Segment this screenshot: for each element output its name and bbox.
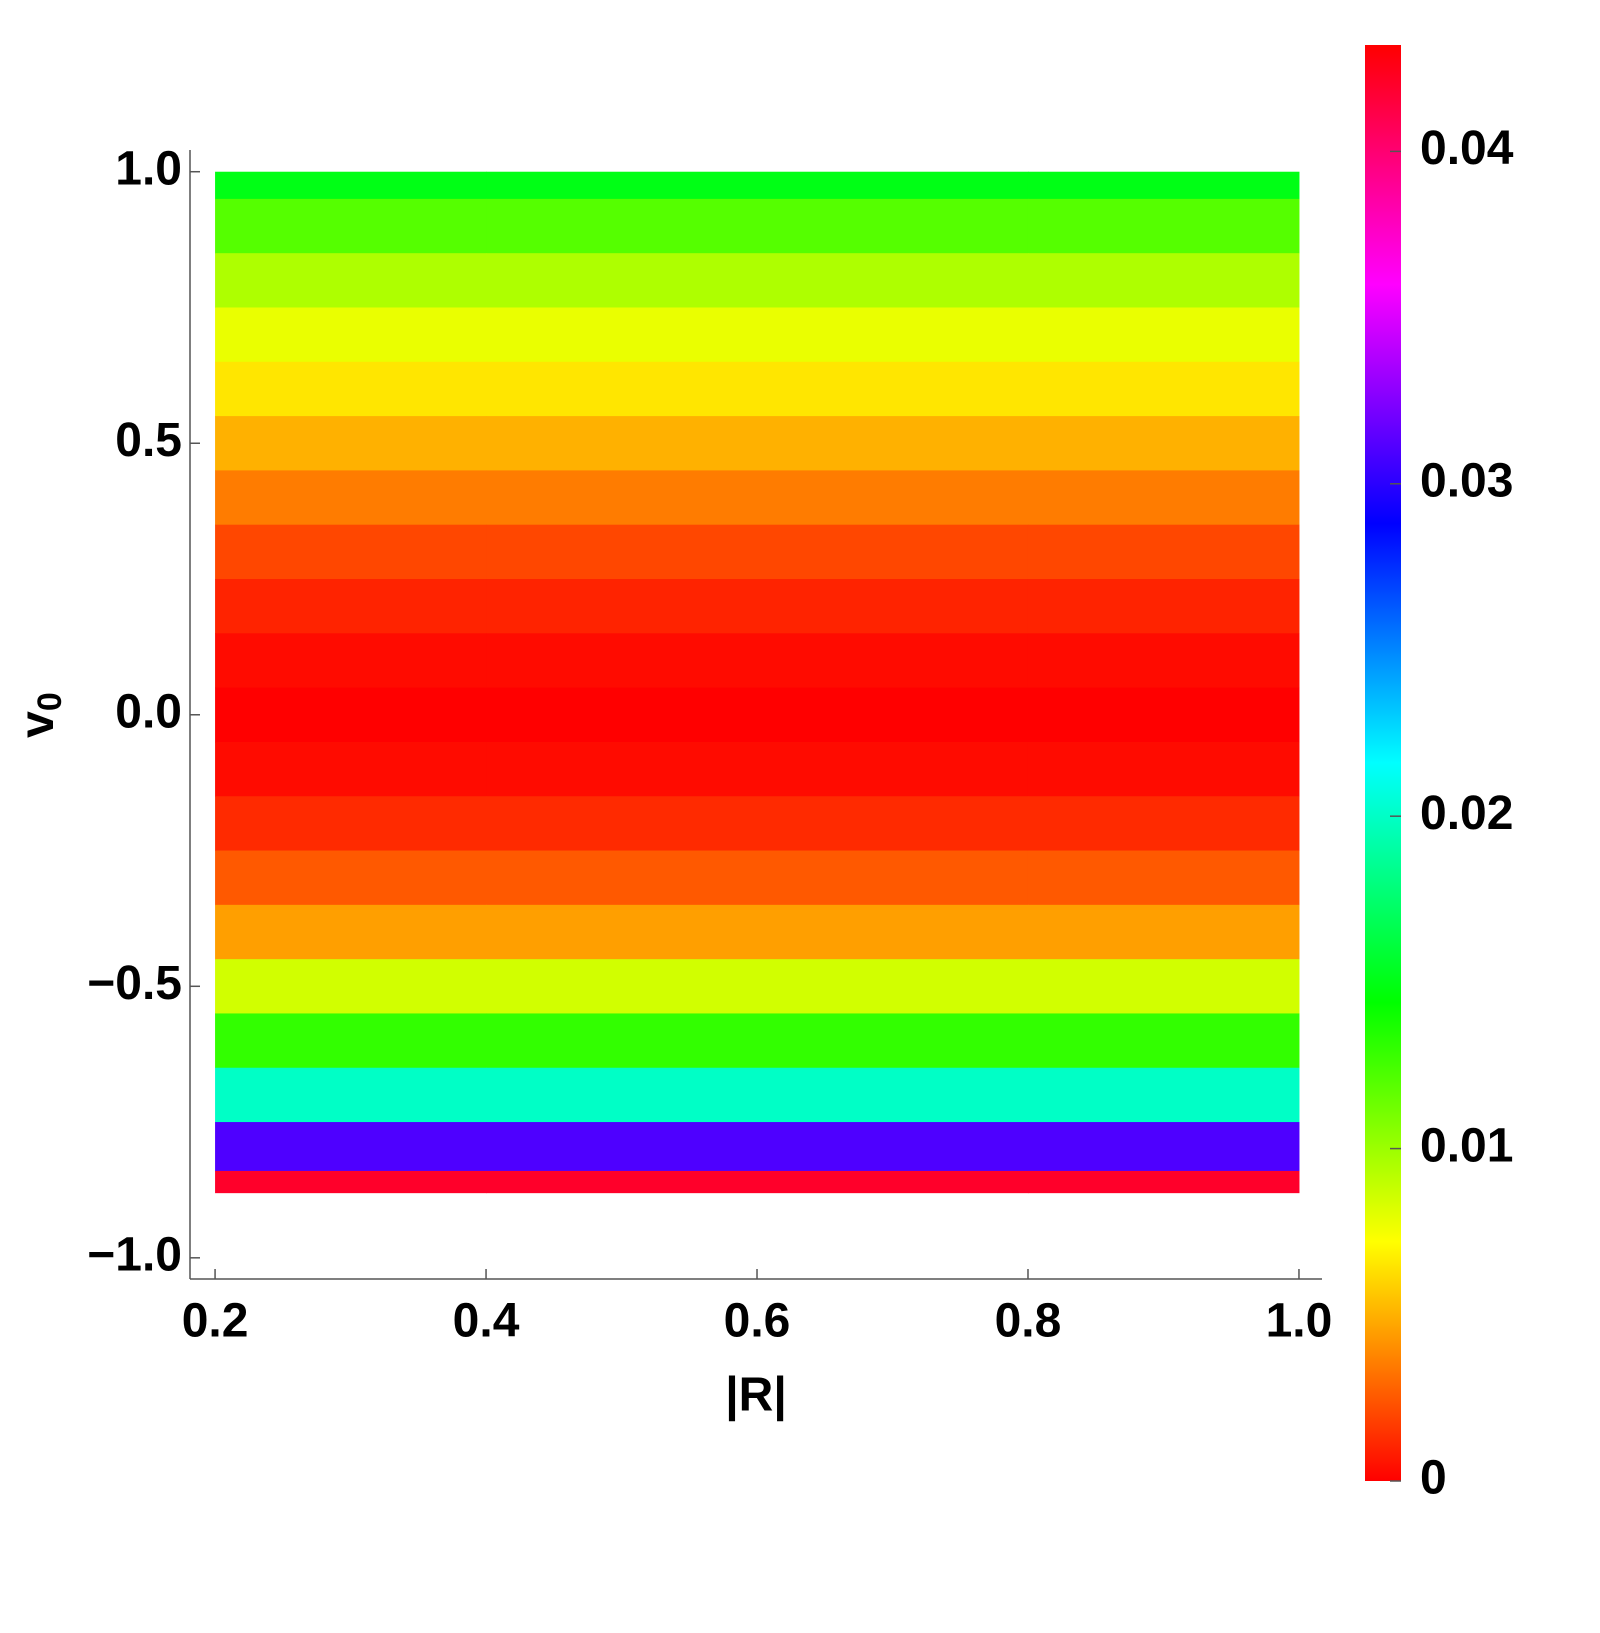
- heat-cell: [215, 959, 487, 1014]
- heat-cell: [215, 850, 487, 906]
- heat-cell: [1027, 1067, 1300, 1123]
- y-tick-label: −0.5: [87, 957, 182, 1010]
- heat-cell: [1027, 633, 1300, 689]
- heat-cell: [1027, 741, 1300, 797]
- heat-cell: [486, 1067, 1029, 1123]
- colorbar: [1365, 45, 1401, 1481]
- heat-cell: [1027, 904, 1300, 960]
- heat-cell: [486, 1013, 1029, 1069]
- heat-cell: [486, 253, 1029, 308]
- heat-cell: [486, 796, 1029, 852]
- colorbar-tick-label: 0.01: [1420, 1119, 1513, 1172]
- heat-cell: [1027, 524, 1300, 580]
- y-label-sub: 0: [31, 692, 69, 711]
- heat-cell: [215, 307, 487, 363]
- heat-cell: [486, 633, 1029, 689]
- heat-cell: [215, 1067, 487, 1123]
- heat-cell: [1027, 959, 1300, 1014]
- heat-cell: [1027, 253, 1300, 308]
- y-label-main: v: [11, 711, 64, 738]
- heat-cell: [215, 633, 487, 689]
- heat-cell: [215, 253, 487, 308]
- heatmap: [215, 171, 1300, 1194]
- heat-cell: [1027, 1170, 1300, 1194]
- heat-cell: [486, 1170, 1029, 1194]
- heat-cell: [1027, 198, 1300, 254]
- x-tick-label: 0.8: [995, 1295, 1062, 1348]
- heat-cell: [215, 198, 487, 254]
- heat-cell: [215, 579, 487, 634]
- x-tick-label: 0.4: [453, 1295, 520, 1348]
- x-tick-label: 0.6: [724, 1295, 791, 1348]
- heat-cell: [486, 959, 1029, 1014]
- heat-cell: [486, 524, 1029, 580]
- colorbar-tick-label: 0: [1420, 1452, 1447, 1505]
- heat-cell: [486, 361, 1029, 417]
- x-tick-label: 0.2: [182, 1295, 249, 1348]
- colorbar-tick-label: 0.04: [1420, 122, 1514, 175]
- heat-cell: [486, 850, 1029, 906]
- heat-cell: [1027, 850, 1300, 906]
- heat-cell: [215, 1122, 487, 1172]
- heat-cell: [486, 579, 1029, 634]
- heat-cell: [486, 904, 1029, 960]
- heat-cell: [215, 904, 487, 960]
- heat-cell: [1027, 687, 1300, 743]
- heat-cell: [486, 171, 1029, 200]
- heat-cell: [215, 687, 487, 743]
- heat-cell: [486, 741, 1029, 797]
- heat-cell: [215, 524, 487, 580]
- heat-cell: [1027, 416, 1300, 471]
- x-tick-label: 1.0: [1266, 1295, 1333, 1348]
- heat-cell: [486, 1122, 1029, 1172]
- y-tick-label: 1.0: [115, 142, 182, 195]
- colorbar-tick-label: 0.03: [1420, 454, 1513, 507]
- heat-cell: [1027, 796, 1300, 852]
- heat-cell: [215, 470, 487, 526]
- heat-cell: [1027, 171, 1300, 200]
- y-axis-label: v0: [11, 692, 69, 738]
- heat-cell: [486, 470, 1029, 526]
- heat-cell: [215, 361, 487, 417]
- heat-cell: [1027, 1122, 1300, 1172]
- heat-cell: [486, 416, 1029, 471]
- heat-cell: [215, 1170, 487, 1194]
- heat-cell: [1027, 579, 1300, 634]
- heat-cell: [215, 171, 487, 200]
- y-tick-label: 0.0: [115, 685, 182, 738]
- heat-cell: [215, 1013, 487, 1069]
- heat-cell: [486, 687, 1029, 743]
- heat-cell: [1027, 361, 1300, 417]
- heat-cell: [486, 198, 1029, 254]
- y-tick-label: −1.0: [87, 1228, 182, 1281]
- colorbar-tick-label: 0.02: [1420, 787, 1513, 840]
- heat-cell: [1027, 1013, 1300, 1069]
- heat-cell: [215, 796, 487, 852]
- y-tick-label: 0.5: [115, 414, 182, 467]
- heat-cell: [215, 741, 487, 797]
- heat-cell: [215, 416, 487, 471]
- x-axis-label: |R|: [725, 1369, 787, 1422]
- heat-cell: [486, 307, 1029, 363]
- heat-cell: [1027, 307, 1300, 363]
- heat-cell: [1027, 470, 1300, 526]
